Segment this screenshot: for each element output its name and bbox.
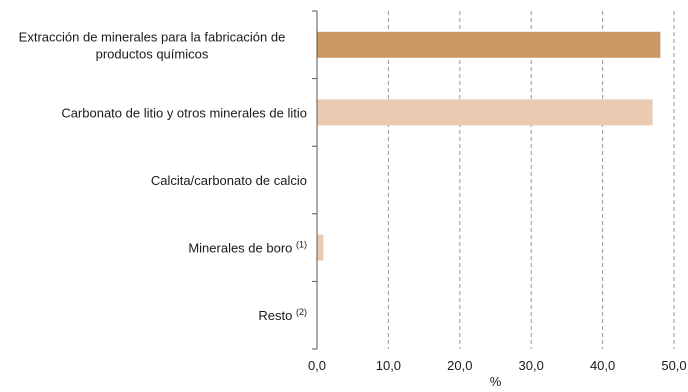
x-tick-label: 10,0 <box>376 358 401 373</box>
x-axis-title: % <box>490 374 502 389</box>
bar <box>317 99 653 126</box>
gridlines <box>387 11 675 349</box>
x-tick-label: 20,0 <box>447 358 472 373</box>
category-label: Carbonato de litio y otros minerales de … <box>61 105 307 120</box>
category-label: productos químicos <box>96 46 209 61</box>
x-tick-label: 40,0 <box>590 358 615 373</box>
x-tick-labels: 0,0 10,0 20,0 30,0 40,0 50,0 <box>308 358 687 373</box>
category-label: Resto (2) <box>258 307 307 323</box>
category-label: Extracción de minerales para la fabricac… <box>19 29 286 44</box>
footnote-marker: (2) <box>296 307 307 317</box>
bar <box>317 31 661 58</box>
y-axis <box>312 10 318 350</box>
x-tick-label: 30,0 <box>519 358 544 373</box>
x-tick-label: 50,0 <box>661 358 686 373</box>
footnote-marker: (1) <box>296 240 307 250</box>
category-labels: Extracción de minerales para la fabricac… <box>19 29 307 323</box>
x-tick-label: 0,0 <box>308 358 326 373</box>
bar <box>317 234 324 261</box>
category-label: Minerales de boro (1) <box>188 240 307 256</box>
category-label: Calcita/carbonato de calcio <box>151 173 307 188</box>
bars <box>317 31 661 261</box>
